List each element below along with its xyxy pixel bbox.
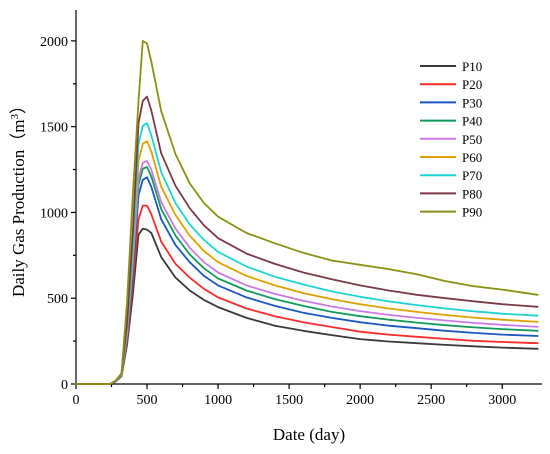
series-line-p80 <box>75 95 539 385</box>
series-group <box>75 40 539 385</box>
y-axis-label-close: ） <box>9 97 28 114</box>
legend: P10 P20 P30 P40 P50 P60 P70 P80 P90 <box>420 59 482 220</box>
legend-label-p50: P50 <box>462 132 482 147</box>
x-tick-label: 3000 <box>488 393 516 408</box>
y-tick-label: 1000 <box>40 206 68 221</box>
legend-label-p40: P40 <box>462 114 482 129</box>
y-tick-label: 500 <box>47 292 68 307</box>
x-tick-label: 0 <box>73 393 80 408</box>
y-tick-label: 1500 <box>40 121 68 136</box>
y-tick-label: 0 <box>61 378 68 393</box>
axes: 0 500 1000 1500 2000 2500 3000 0 500 1000 1500 2000 <box>40 10 542 408</box>
y-axis-label-unit: m <box>9 119 28 132</box>
y-axis-label-unit-exp: 3 <box>9 113 21 119</box>
x-tick-label: 500 <box>137 393 158 408</box>
x-tick-label: 1000 <box>204 393 232 408</box>
legend-label-p70: P70 <box>462 168 482 183</box>
x-axis-label: Date (day) <box>273 425 345 444</box>
series-line-p20 <box>75 204 539 385</box>
x-tick-label: 2000 <box>346 393 374 408</box>
y-tick-label: 2000 <box>40 35 68 50</box>
legend-label-p10: P10 <box>462 59 482 74</box>
x-tick-label: 2500 <box>417 393 445 408</box>
legend-label-p30: P30 <box>462 95 482 110</box>
x-tick-label: 1500 <box>275 393 303 408</box>
series-line-p90 <box>75 40 539 385</box>
legend-label-p90: P90 <box>462 205 482 220</box>
y-axis-label-text: Daily Gas Production <box>9 149 28 297</box>
legend-label-p60: P60 <box>462 150 482 165</box>
y-axis-label-open: （ <box>9 133 28 150</box>
legend-label-p80: P80 <box>462 186 482 201</box>
y-axis-label: Daily Gas Production（m3） <box>9 97 28 297</box>
legend-label-p20: P20 <box>462 77 482 92</box>
